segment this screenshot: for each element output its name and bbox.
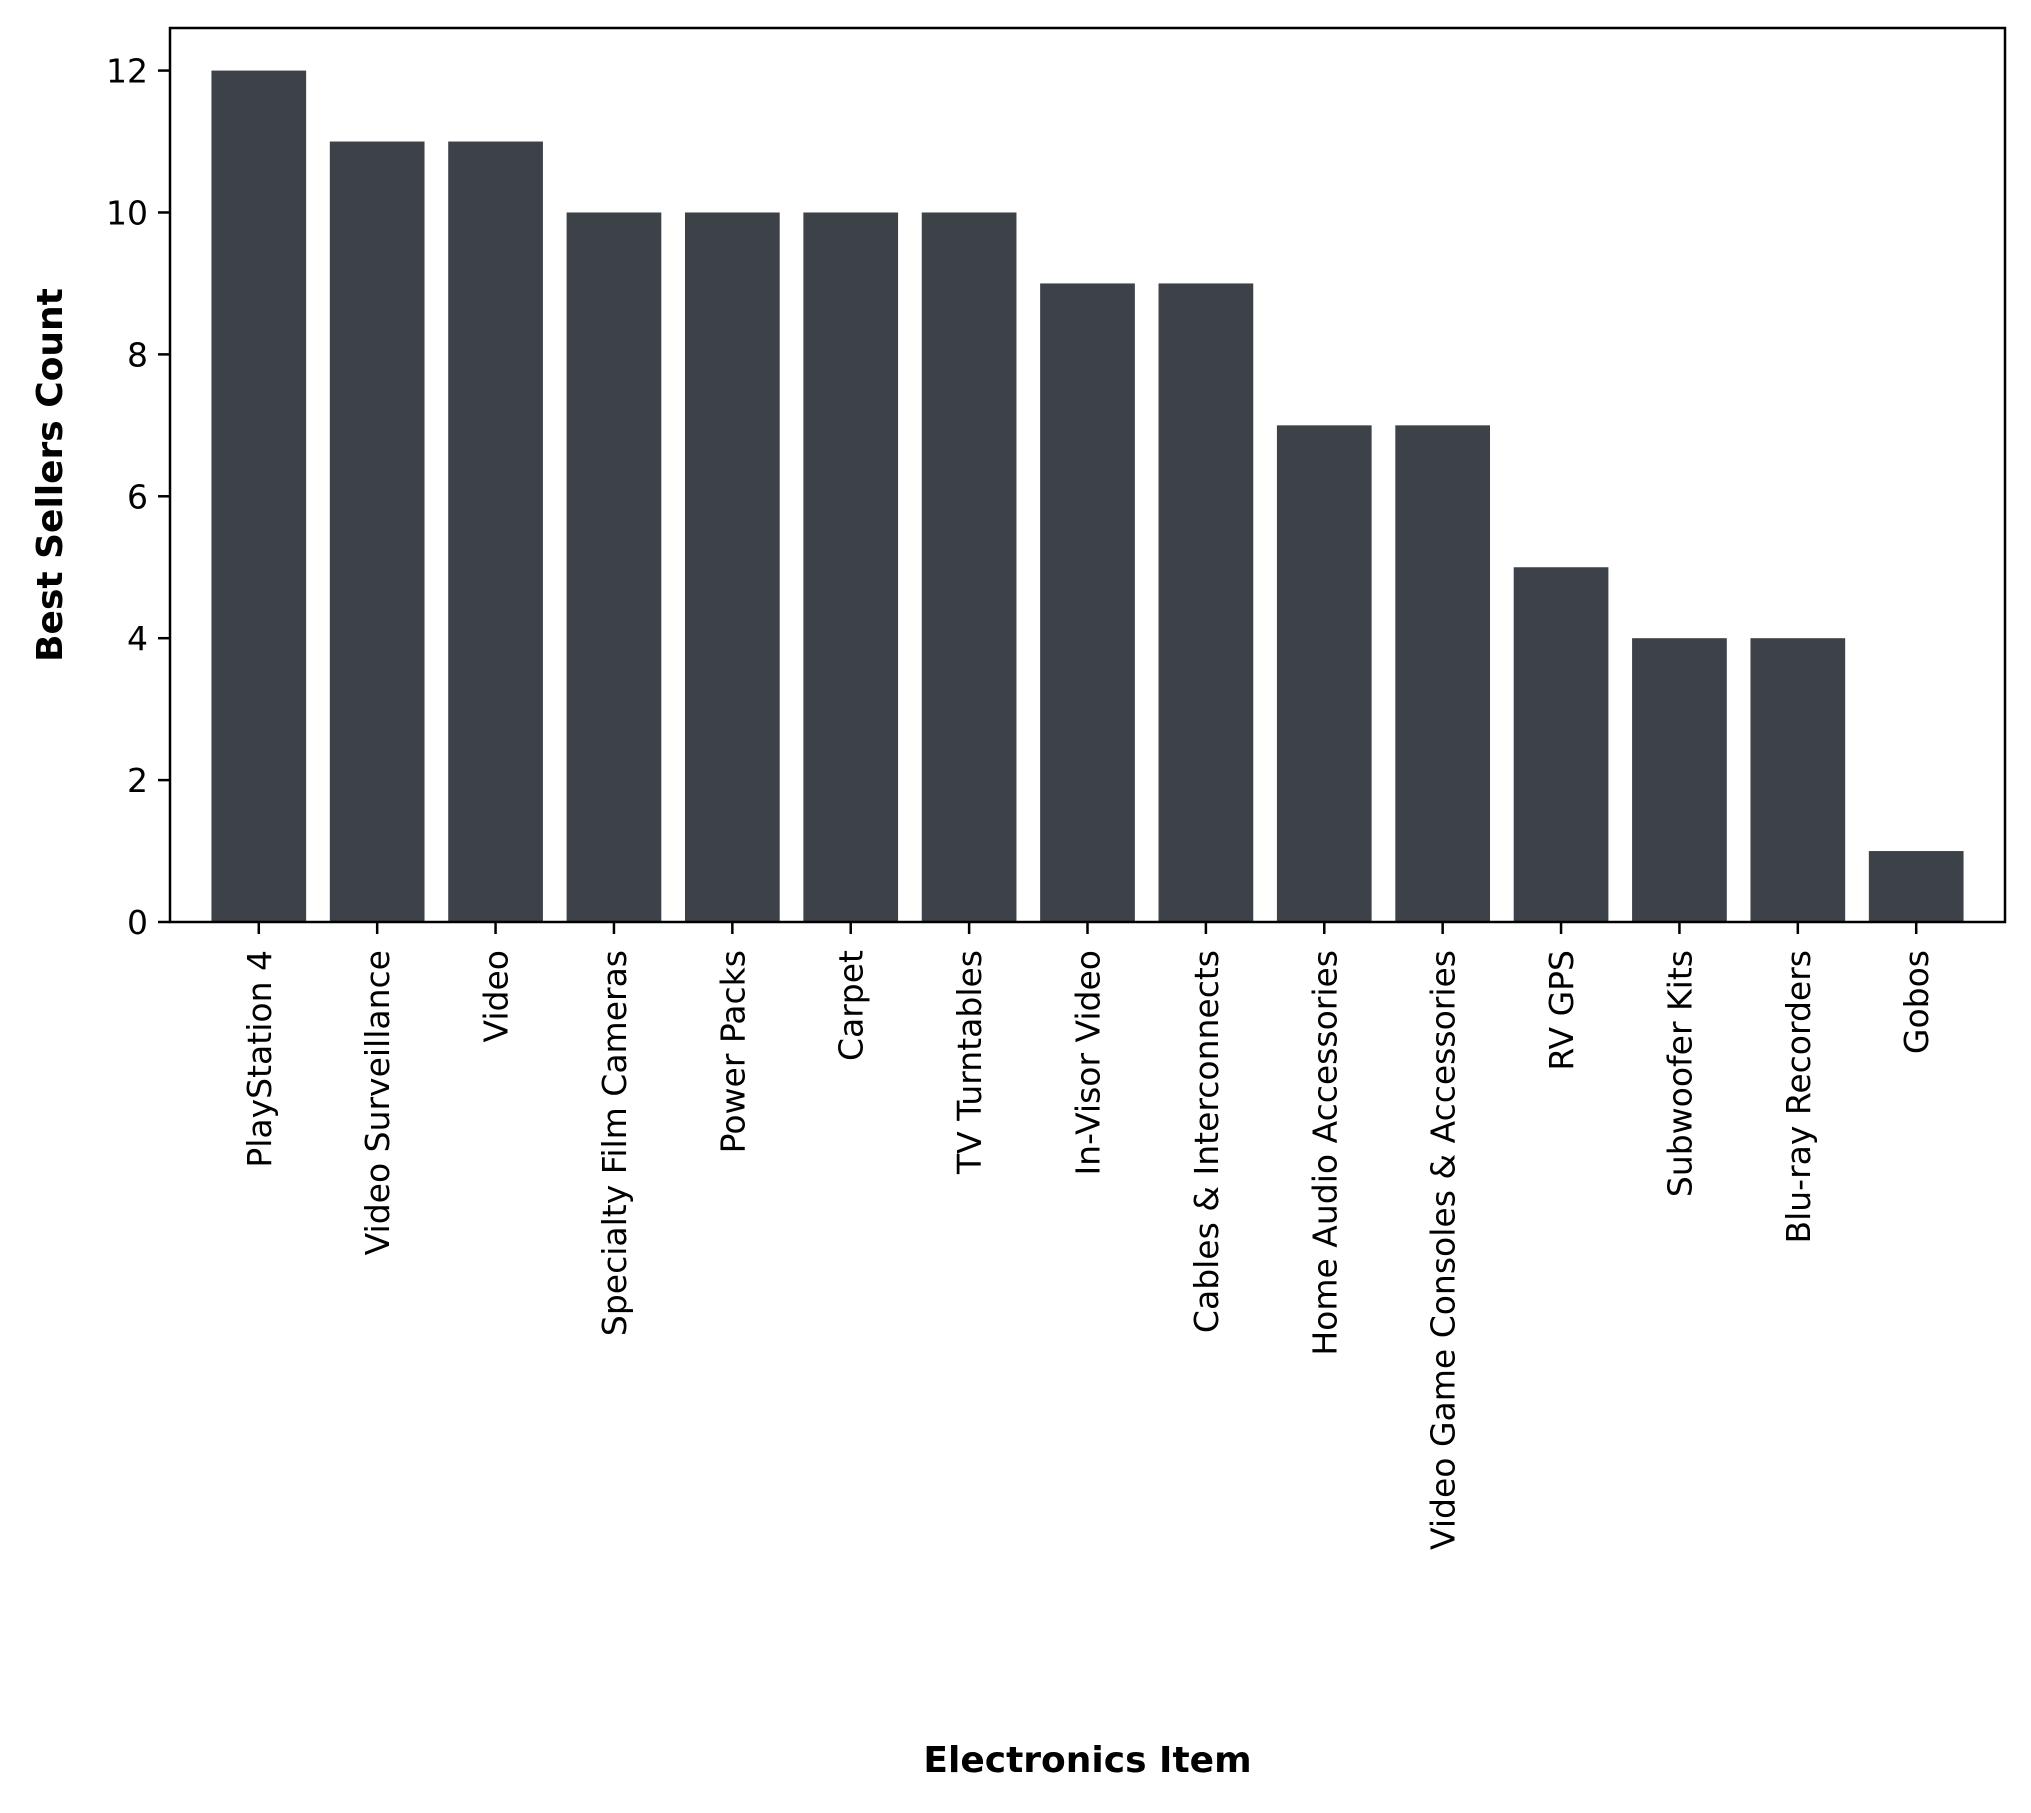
bar-6 (803, 212, 899, 922)
x-tick-label-3: Video (477, 950, 516, 1042)
y-tick-label-0: 0 (127, 903, 148, 942)
x-tick-label-1: PlayStation 4 (240, 950, 279, 1168)
y-tick-label-6: 6 (127, 477, 148, 516)
x-tick-label-5: Power Packs (713, 950, 752, 1153)
bar-1 (211, 70, 307, 923)
x-tick-label-10: Home Audio Accessories (1305, 950, 1344, 1356)
bar-7 (921, 212, 1017, 922)
x-axis-title: Electronics Item (923, 1740, 1251, 1781)
y-tick-label-8: 8 (127, 335, 148, 374)
x-tick-label-14: Blu-ray Recorders (1779, 950, 1818, 1244)
bar-2 (329, 141, 425, 922)
bar-10 (1276, 425, 1372, 922)
x-axis-ticks: PlayStation 4 Video Surveillance Video Spec… (240, 922, 1936, 1550)
bar-9 (1158, 283, 1254, 922)
x-tick-label-2: Video Surveillance (358, 950, 397, 1255)
bar-13 (1632, 638, 1727, 922)
y-tick-label-4: 4 (127, 619, 148, 658)
x-tick-label-12: RV GPS (1542, 950, 1581, 1071)
x-tick-label-7: TV Turntables (950, 950, 989, 1175)
y-axis-title: Best Sellers Count (30, 288, 71, 662)
bar-12 (1513, 567, 1609, 922)
plot-frame (168, 26, 2007, 924)
bar-14 (1750, 638, 1846, 922)
bar-11 (1395, 425, 1491, 922)
bar-5 (684, 212, 780, 922)
bar-4 (566, 212, 662, 922)
x-tick-label-9: Cables & Interconnects (1187, 950, 1226, 1333)
y-tick-label-2: 2 (127, 761, 148, 800)
bar-8 (1040, 283, 1135, 922)
x-tick-label-15: Gobos (1897, 950, 1936, 1054)
bar-15 (1868, 851, 1964, 922)
bar-3 (448, 141, 543, 922)
y-axis-ticks: 0 2 4 6 8 10 12 (106, 52, 170, 942)
y-tick-label-10: 10 (106, 193, 148, 232)
x-tick-label-13: Subwoofer Kits (1660, 950, 1699, 1197)
x-tick-label-4: Specialty Film Cameras (595, 950, 634, 1336)
bars (211, 70, 1964, 923)
x-tick-label-6: Carpet (832, 950, 871, 1061)
y-tick-label-12: 12 (106, 52, 148, 91)
x-tick-label-8: In-Visor Video (1069, 950, 1108, 1176)
x-tick-label-11: Video Game Consoles & Accessories (1424, 950, 1463, 1550)
